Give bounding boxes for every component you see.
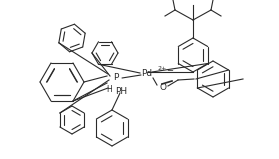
Text: O: O [160,83,167,91]
Text: −: − [167,66,174,76]
Text: H: H [106,86,112,94]
Text: Pd: Pd [141,69,153,79]
Text: PH: PH [115,86,127,96]
Text: P: P [113,73,119,83]
Text: 2+: 2+ [158,66,167,72]
